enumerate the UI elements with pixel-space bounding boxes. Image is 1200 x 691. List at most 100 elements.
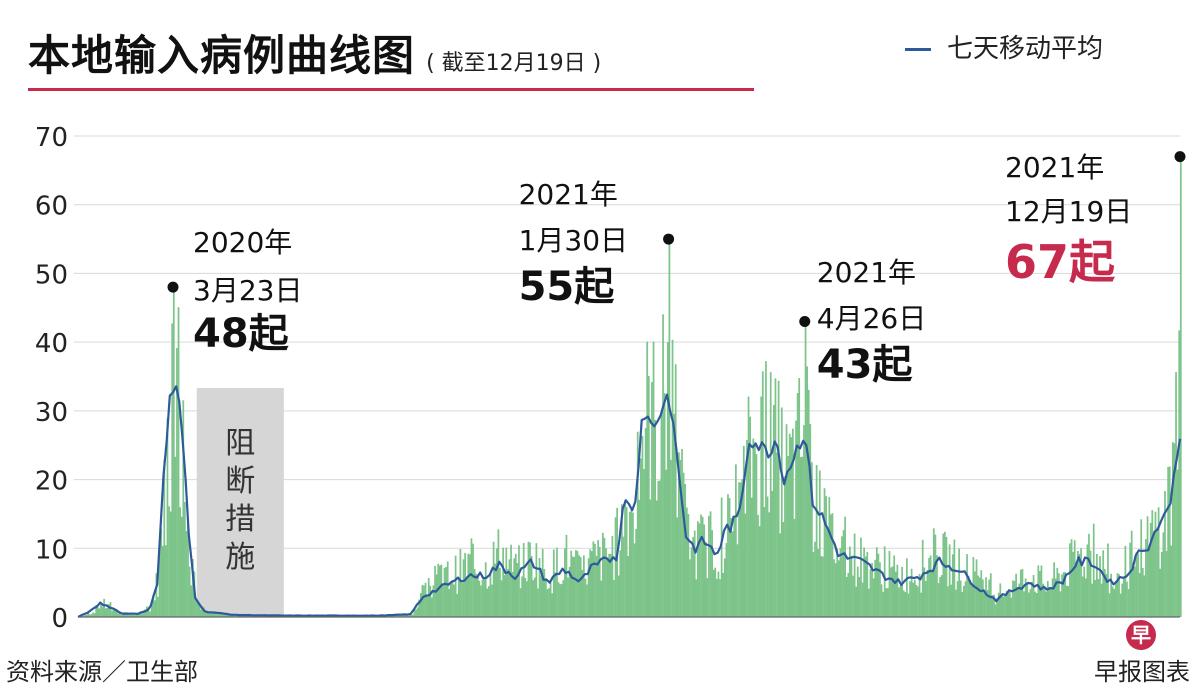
daily-bar: [187, 516, 189, 617]
daily-bar: [985, 577, 987, 617]
daily-bar: [1039, 570, 1041, 617]
daily-bar: [709, 511, 712, 617]
daily-bar: [674, 364, 677, 617]
daily-bar: [852, 575, 854, 617]
daily-bar: [991, 595, 994, 617]
daily-bar: [1037, 565, 1040, 617]
daily-bar: [736, 544, 739, 617]
daily-bar: [714, 567, 717, 617]
daily-bar: [119, 612, 121, 617]
daily-bar: [655, 500, 658, 617]
daily-bar: [773, 405, 775, 617]
daily-bar: [1122, 578, 1125, 617]
daily-bar: [177, 307, 180, 617]
daily-bar: [725, 543, 728, 617]
daily-bar: [590, 551, 593, 617]
daily-bar: [169, 511, 172, 617]
annotation-date: 1月30日: [519, 224, 628, 257]
daily-bar: [597, 540, 599, 617]
daily-bar: [678, 452, 680, 617]
daily-bar: [909, 581, 911, 617]
daily-bar: [796, 393, 799, 617]
annotation-count: 67起: [1005, 235, 1116, 289]
daily-bar: [793, 518, 796, 617]
daily-bar: [606, 557, 609, 617]
daily-bar: [920, 592, 922, 617]
daily-bar: [836, 548, 839, 617]
daily-bar: [906, 558, 908, 617]
daily-bar: [1061, 574, 1063, 617]
daily-bar: [95, 604, 98, 617]
daily-bar: [844, 516, 846, 617]
daily-bar: [475, 573, 478, 617]
daily-bar: [817, 549, 820, 617]
daily-bar: [1115, 583, 1117, 617]
daily-bar: [937, 583, 940, 617]
daily-bar: [537, 588, 539, 617]
daily-bar: [671, 339, 674, 617]
daily-bar: [567, 577, 569, 617]
daily-bar: [997, 592, 1000, 617]
daily-bar: [127, 614, 129, 617]
daily-bar: [890, 567, 892, 617]
daily-bar: [166, 418, 169, 617]
daily-bar: [814, 541, 816, 617]
annotation-date: 12月19日: [1005, 195, 1132, 228]
daily-bar: [685, 507, 688, 617]
daily-bar: [483, 577, 485, 617]
daily-bar: [424, 582, 427, 617]
shaded-period-label: 断: [225, 464, 255, 499]
daily-bar: [586, 584, 588, 617]
y-tick-label: 70: [35, 123, 68, 153]
daily-bar: [560, 583, 563, 617]
daily-bar: [668, 239, 671, 618]
daily-bar: [893, 555, 896, 617]
daily-bar: [196, 600, 199, 617]
daily-bar: [983, 590, 986, 617]
daily-bar: [1157, 507, 1160, 617]
daily-bar: [1118, 574, 1120, 617]
daily-bar: [548, 588, 550, 617]
daily-bar: [530, 555, 533, 617]
daily-bar: [792, 428, 794, 617]
daily-bar: [1173, 443, 1176, 617]
daily-bar: [1008, 591, 1011, 617]
daily-bar: [426, 595, 428, 617]
shaded-period-label: 阻: [225, 426, 255, 461]
daily-bar: [766, 496, 769, 617]
daily-bar: [959, 580, 962, 617]
daily-bar: [931, 570, 934, 617]
chart-title: 本地输入病例曲线图: [28, 31, 416, 80]
daily-bar: [112, 609, 115, 617]
daily-bar: [907, 593, 910, 617]
daily-bar: [438, 565, 441, 617]
daily-bar: [1050, 587, 1052, 617]
daily-bar: [977, 575, 979, 617]
daily-bar: [389, 615, 392, 617]
daily-bar: [454, 555, 457, 617]
daily-bar: [1179, 156, 1182, 617]
daily-bar: [716, 578, 718, 617]
daily-bar: [1091, 583, 1093, 617]
daily-bar: [1078, 553, 1081, 617]
daily-bar: [609, 553, 612, 617]
daily-bar: [1108, 593, 1111, 617]
daily-bar: [845, 576, 848, 617]
daily-bar: [790, 437, 793, 617]
daily-bar: [144, 609, 147, 617]
daily-bar: [887, 588, 889, 617]
y-tick-label: 40: [35, 329, 68, 359]
daily-bar: [1121, 583, 1124, 617]
daily-bar: [578, 555, 580, 617]
daily-bar: [934, 534, 937, 617]
daily-bar: [212, 612, 215, 617]
daily-bar: [947, 586, 949, 617]
daily-bar: [1092, 523, 1095, 617]
daily-bar: [564, 548, 566, 617]
daily-bar: [643, 469, 645, 617]
daily-bar: [497, 529, 500, 617]
daily-bar: [228, 615, 231, 617]
daily-bar: [117, 613, 120, 617]
daily-bar: [1083, 566, 1086, 617]
daily-bar: [894, 571, 897, 617]
